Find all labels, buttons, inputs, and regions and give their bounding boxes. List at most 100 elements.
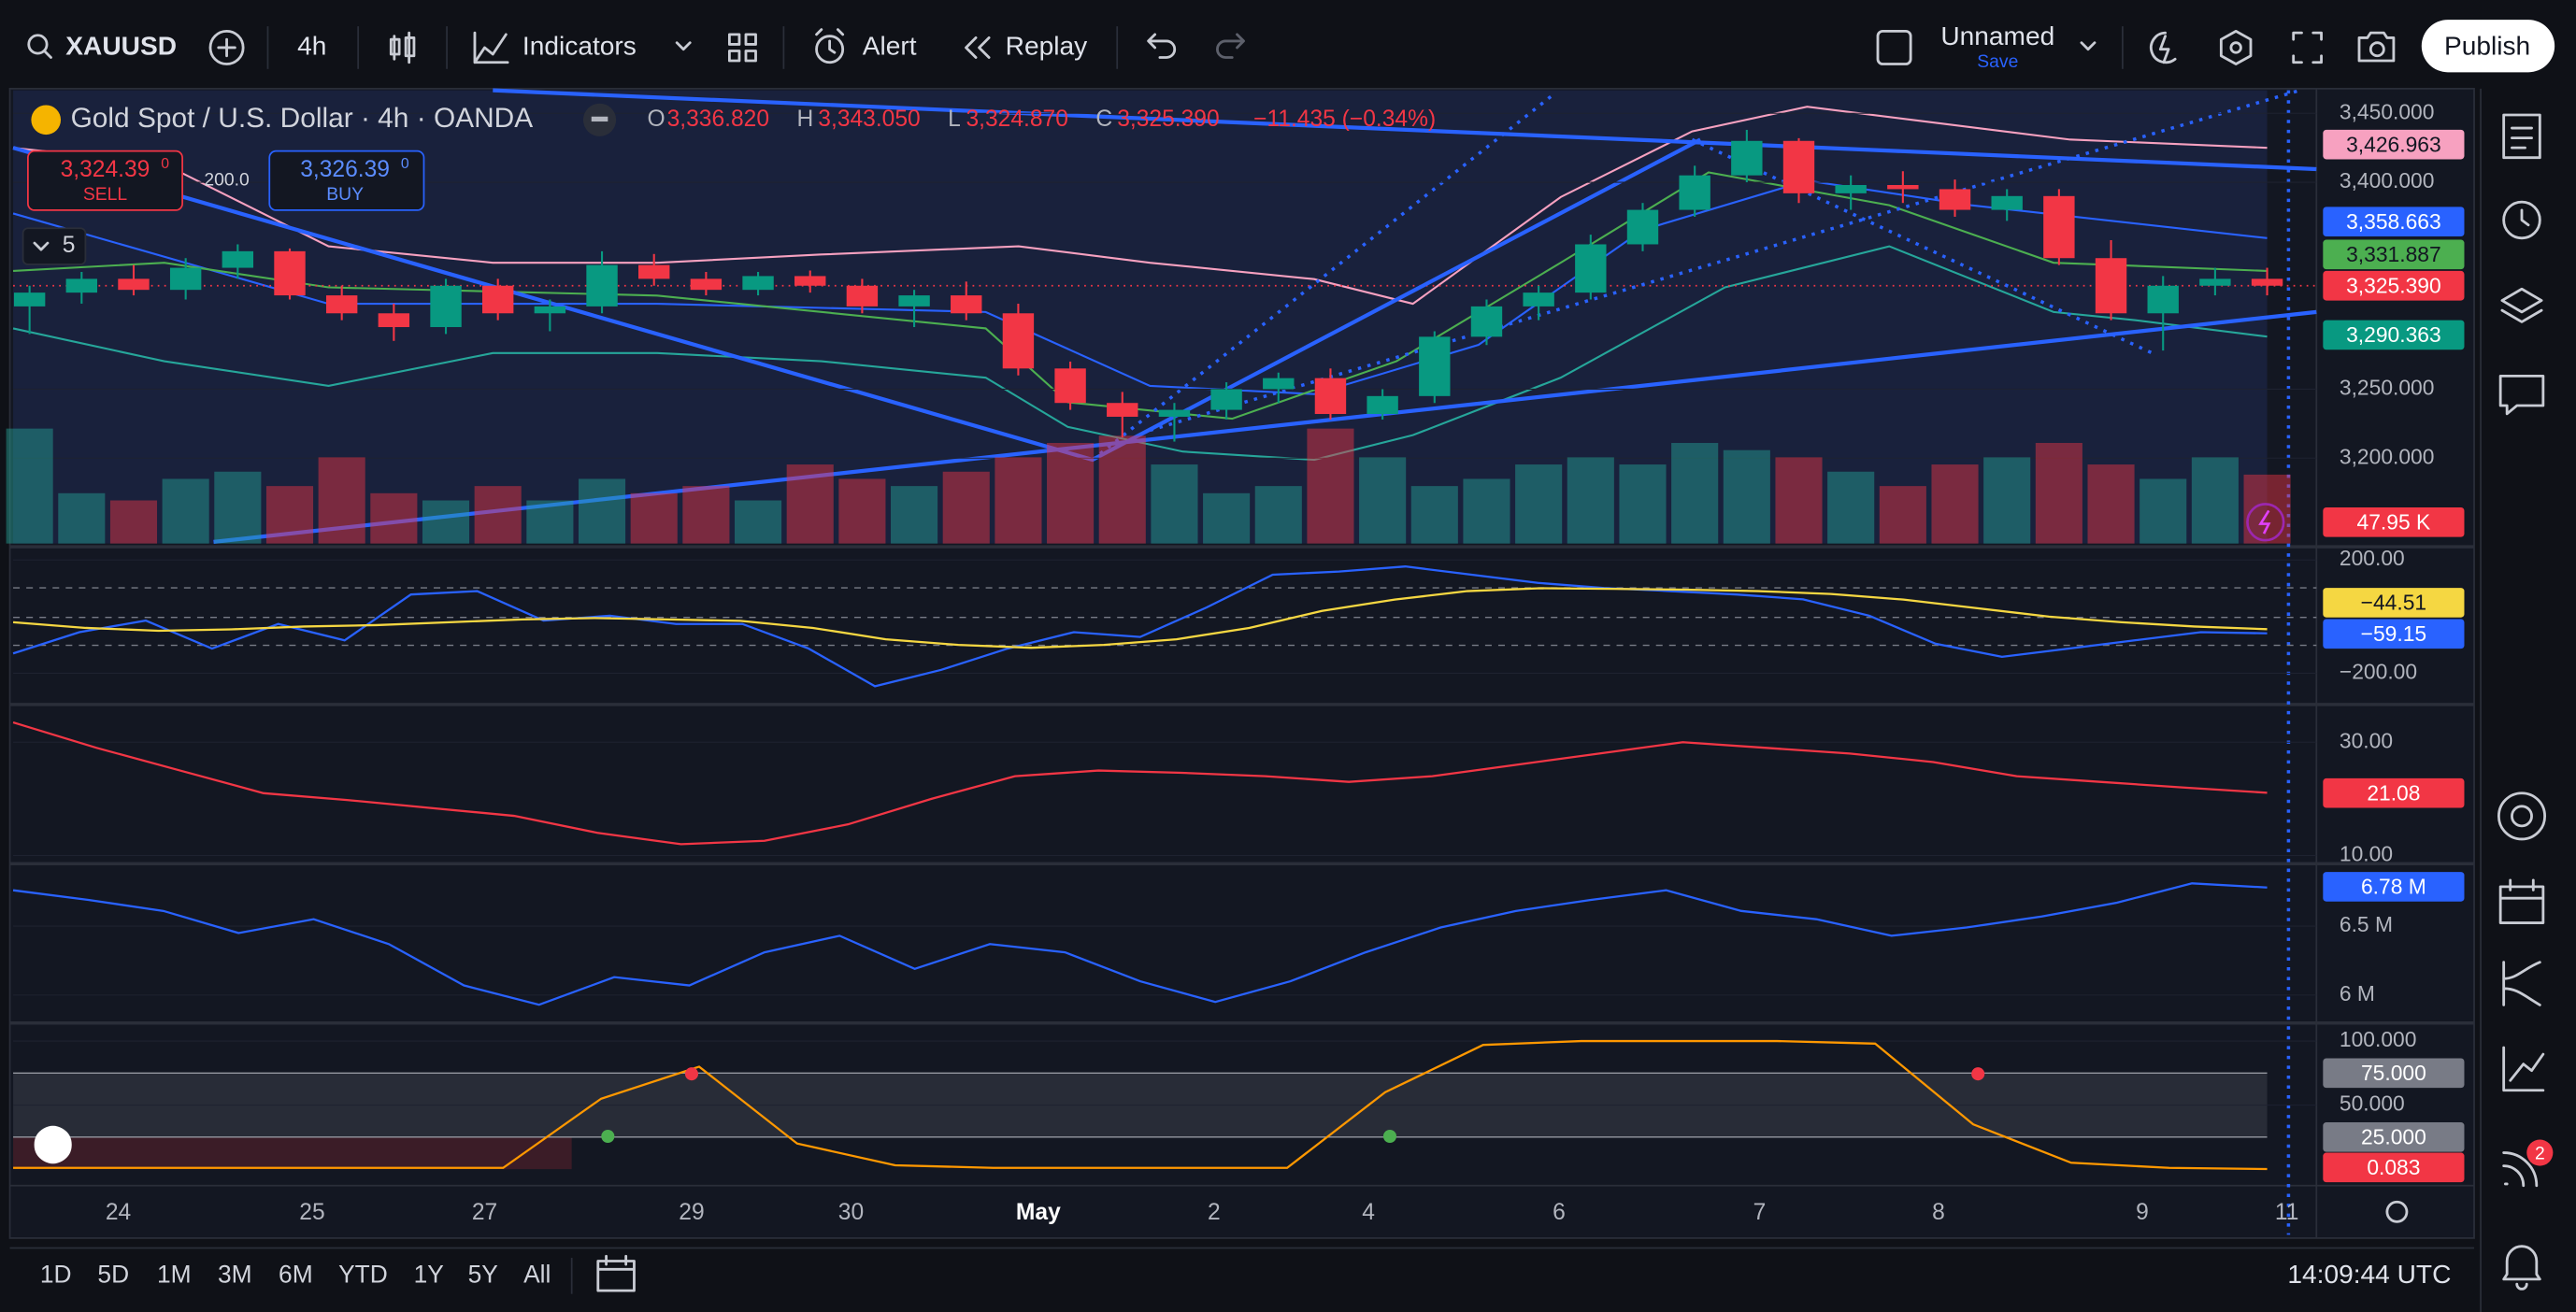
price-badge xyxy=(2323,207,2465,237)
legend-toggle-icon xyxy=(591,116,608,122)
search-icon xyxy=(27,34,49,55)
alerts[interactable] xyxy=(2502,200,2541,240)
legend: Gold Spot / U.S. Dollar · 4h · OANDA O 3… xyxy=(21,103,2409,1223)
screenshot[interactable] xyxy=(2357,31,2396,63)
redo[interactable] xyxy=(1216,33,1245,59)
undo[interactable] xyxy=(1147,33,1177,59)
candle-body xyxy=(794,276,826,286)
lightning-button[interactable] xyxy=(2246,503,2285,542)
volume-bar xyxy=(942,471,990,544)
notification-count: 2 xyxy=(2535,1144,2545,1163)
clock: 14:09:44 UTC xyxy=(2287,1260,2451,1289)
alert-icon xyxy=(815,35,845,64)
symbol-title: Gold Spot / U.S. Dollar · 4h · OANDA xyxy=(71,103,534,134)
timeframe-button[interactable]: 1M xyxy=(157,1260,192,1288)
calendar[interactable] xyxy=(2498,878,2545,924)
chat[interactable] xyxy=(2498,374,2545,416)
indicators-dropdown[interactable] xyxy=(675,41,692,51)
timeframe-button[interactable]: YTD xyxy=(338,1260,388,1288)
y-tick-label: 3,200.000 xyxy=(2340,444,2435,468)
timeframe-button[interactable]: 5Y xyxy=(468,1260,498,1288)
alerts-icon xyxy=(2520,208,2530,227)
strategy[interactable] xyxy=(2502,1046,2545,1092)
watchlist[interactable] xyxy=(2502,113,2541,160)
candle-body xyxy=(898,295,930,307)
x-tick-label: 29 xyxy=(679,1200,704,1225)
layout-icon[interactable] xyxy=(1876,29,1912,65)
price-badge-label: 47.95 K xyxy=(2357,510,2431,535)
ohlc-value: 3,343.050 xyxy=(818,107,920,132)
volume-bar xyxy=(682,486,730,544)
chart-type[interactable] xyxy=(389,31,416,64)
x-tick-label: 30 xyxy=(838,1200,864,1225)
notifications[interactable] xyxy=(2502,1245,2541,1291)
volume-bar xyxy=(370,492,418,544)
indicators-button[interactable]: Indicators xyxy=(522,31,637,60)
price-badge-label: 3,426.963 xyxy=(2346,132,2441,156)
timeframe-button[interactable]: 6M xyxy=(279,1260,313,1288)
save-button[interactable]: Save xyxy=(1977,52,2018,72)
plot: 3,450.000 3,400.000 3,250.000 3,200.000 3,42… xyxy=(6,99,2465,1225)
candle-body xyxy=(1314,378,1347,415)
news-feed[interactable] xyxy=(2502,1151,2539,1188)
price-badge xyxy=(2323,239,2465,270)
price-badge xyxy=(2323,1122,2465,1152)
sell-price: 3,324.39 xyxy=(61,157,150,182)
spread: 200.0 xyxy=(204,170,249,190)
volume-bar xyxy=(1463,478,1510,544)
pane-separators xyxy=(9,88,2475,1238)
candle-body xyxy=(2095,258,2127,314)
timeframe-button[interactable]: 1Y xyxy=(414,1260,444,1288)
quick-search[interactable] xyxy=(2150,31,2177,64)
sell-price-sup: 0 xyxy=(161,156,169,172)
publish-button[interactable] xyxy=(2421,20,2555,73)
volume-bar xyxy=(1671,443,1719,544)
object-tree[interactable] xyxy=(2500,287,2543,323)
settings[interactable] xyxy=(2219,29,2253,65)
fullscreen[interactable] xyxy=(2292,31,2323,64)
price-badge-label: 21.08 xyxy=(2367,781,2420,806)
ohlc-value: 3,324.870 xyxy=(966,107,1068,132)
x-tick-label: 27 xyxy=(472,1200,497,1225)
sell-button[interactable] xyxy=(27,150,183,211)
date-range[interactable] xyxy=(596,1254,636,1292)
price-badge xyxy=(2323,320,2465,350)
volume-bar xyxy=(2191,457,2239,544)
layout-name[interactable]: Unnamed xyxy=(1940,21,2054,50)
y-tick-label: 6.5 M xyxy=(2340,912,2393,936)
ohlc-label: O xyxy=(648,107,665,132)
volume-bar xyxy=(1254,486,1302,544)
volume-bar xyxy=(891,486,938,544)
replay-icon xyxy=(965,36,991,59)
buy-button[interactable] xyxy=(268,150,425,211)
timeframe-button[interactable]: 3M xyxy=(218,1260,252,1288)
ideas[interactable] xyxy=(2497,791,2547,841)
options[interactable] xyxy=(2502,961,2541,1006)
symbol-logo xyxy=(31,105,62,135)
cross-dot xyxy=(1971,1067,1985,1081)
timeframe-button[interactable]: 1D xyxy=(40,1260,72,1288)
indicators-collapse[interactable] xyxy=(21,227,87,265)
y-tick-label: 6 M xyxy=(2340,981,2375,1005)
cross-dot xyxy=(601,1129,615,1144)
timeframe-button[interactable]: All xyxy=(523,1260,551,1288)
buy-price: 3,326.39 xyxy=(300,157,390,182)
candle-body xyxy=(1054,368,1086,404)
volume-bar xyxy=(1151,464,1198,544)
axis-settings[interactable] xyxy=(2385,1200,2409,1223)
add-symbol[interactable] xyxy=(208,29,245,65)
candle-body xyxy=(378,313,410,328)
lightning-icon xyxy=(2258,509,2271,535)
candle-body xyxy=(1210,389,1242,410)
alert-button[interactable]: Alert xyxy=(863,31,917,60)
search-icon xyxy=(43,50,52,59)
interval[interactable]: 4h xyxy=(297,31,326,60)
symbol[interactable]: XAUUSD xyxy=(65,31,177,60)
replay-button[interactable]: Replay xyxy=(1006,31,1088,60)
layout-dropdown[interactable] xyxy=(2080,41,2097,51)
templates[interactable] xyxy=(727,33,757,63)
volume-bar xyxy=(1359,457,1407,544)
candle-body xyxy=(690,278,723,291)
volume-bar xyxy=(1307,428,1354,544)
timeframe-button[interactable]: 5D xyxy=(97,1260,129,1288)
